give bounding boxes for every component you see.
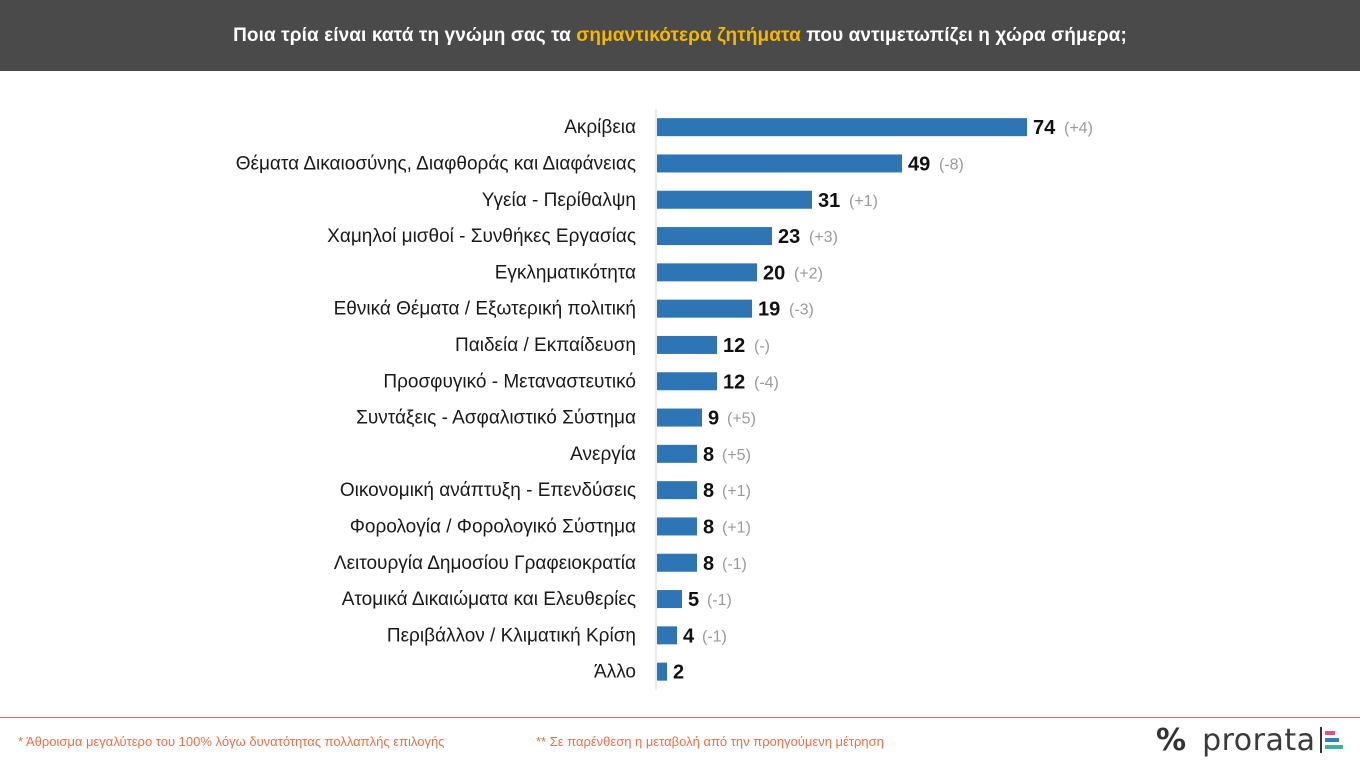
value-label: 8 <box>703 553 714 575</box>
change-label: (-1) <box>702 628 727 645</box>
bar <box>657 481 697 500</box>
category-label: Λειτουργία Δημοσίου Γραφειοκρατία <box>334 553 636 574</box>
category-label: Ανεργία <box>570 444 636 465</box>
category-label: Συντάξεις - Ασφαλιστικό Σύστημα <box>356 408 636 429</box>
category-label: Χαμηλοί μισθοί - Συνθήκες Εργασίας <box>327 226 636 247</box>
category-label: Παιδεία / Εκπαίδευση <box>455 335 636 356</box>
chart-title: Ποια τρία είναι κατά τη γνώμη σας τα σημ… <box>233 25 1127 47</box>
logo-bars-icon <box>1319 727 1343 753</box>
chart-header: Ποια τρία είναι κατά τη γνώμη σας τα σημ… <box>0 0 1360 71</box>
value-label: 12 <box>723 371 745 393</box>
change-label: (-1) <box>722 556 747 573</box>
bar <box>657 335 717 354</box>
category-label: Φορολογία / Φορολογικό Σύστημα <box>350 516 636 537</box>
change-label: (-8) <box>939 156 964 173</box>
bar <box>657 517 697 536</box>
value-label: 23 <box>778 226 800 248</box>
value-label: 4 <box>683 625 695 647</box>
prorata-logo: % prorata <box>1156 722 1343 758</box>
change-label: (+2) <box>794 265 823 282</box>
value-label: 74 <box>1033 117 1056 139</box>
change-label: (-4) <box>754 374 779 391</box>
value-label: 8 <box>703 516 714 538</box>
category-label: Υγεία - Περίθαλψη <box>482 190 636 211</box>
bar <box>657 299 752 318</box>
change-label: (+5) <box>722 447 751 464</box>
bar <box>657 263 757 282</box>
value-label: 8 <box>703 444 714 466</box>
category-label: Περιβάλλον / Κλιματική Κρίση <box>387 625 636 646</box>
footnote-multiple-choice: * Άθροισμα μεγαλύτερο του 100% λόγω δυνα… <box>18 734 445 749</box>
footnote-change: ** Σε παρένθεση η μεταβολή από την προηγ… <box>536 734 884 749</box>
value-label: 19 <box>758 299 780 321</box>
category-label: Θέματα Δικαιοσύνης, Διαφθοράς και Διαφάν… <box>236 153 636 174</box>
bar <box>657 372 717 391</box>
change-label: (+1) <box>849 193 878 210</box>
change-label: (+3) <box>809 229 838 246</box>
value-label: 31 <box>818 190 840 212</box>
bar-chart: Ακρίβεια 74 (+4) Θέματα Δικαιοσύνης, Διαφθο… <box>236 109 1093 690</box>
footer-divider <box>0 717 1360 718</box>
bar <box>657 444 697 463</box>
value-label: 49 <box>908 153 930 175</box>
title-highlight: σημαντικότερα ζητήματα <box>576 24 801 46</box>
logo-wordmark: prorata <box>1202 722 1316 758</box>
category-label: Εθνικά Θέματα / Εξωτερική πολιτική <box>334 299 636 320</box>
category-label: Εγκληματικότητα <box>495 262 636 283</box>
change-label: (+1) <box>722 483 751 500</box>
bar <box>657 154 902 173</box>
change-label: (+5) <box>727 411 756 428</box>
change-label: (+4) <box>1064 120 1093 137</box>
value-label: 20 <box>763 262 785 284</box>
change-label: (+1) <box>722 519 751 536</box>
bar <box>657 408 702 427</box>
category-label: Ατομικά Δικαιώματα και Ελευθερίες <box>342 589 636 610</box>
title-part-1: Ποια τρία είναι κατά τη γνώμη σας τα <box>233 24 577 46</box>
value-label: 8 <box>703 480 714 502</box>
bar <box>657 626 677 645</box>
bar <box>657 118 1027 137</box>
category-label: Άλλο <box>594 662 636 683</box>
bar <box>657 227 772 246</box>
percent-icon: % <box>1156 722 1187 758</box>
change-label: (-3) <box>789 302 814 319</box>
value-label: 9 <box>708 408 719 430</box>
bar <box>657 590 682 609</box>
category-label: Οικονομική ανάπτυξη - Επενδύσεις <box>340 480 636 501</box>
value-label: 2 <box>673 662 684 684</box>
change-label: (-) <box>754 338 770 355</box>
category-label: Ακρίβεια <box>564 117 636 138</box>
value-label: 5 <box>688 589 699 611</box>
bar <box>657 662 667 681</box>
value-label: 12 <box>723 335 745 357</box>
bar <box>657 190 812 209</box>
change-label: (-1) <box>707 592 732 609</box>
title-part-2: που αντιμετωπίζει η χώρα σήμερα; <box>800 24 1127 46</box>
category-label: Προσφυγικό - Μεταναστευτικό <box>383 371 636 392</box>
bar <box>657 553 697 572</box>
